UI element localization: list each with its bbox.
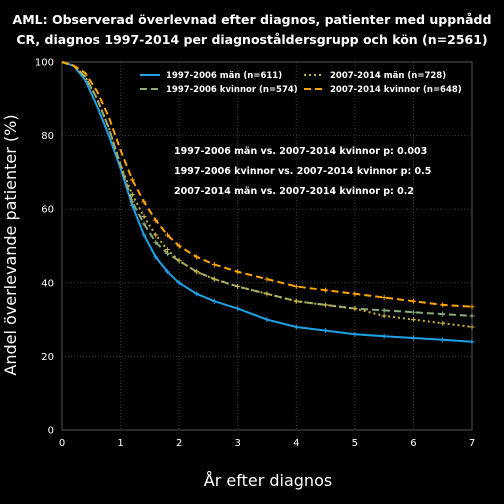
censor-mark: [194, 254, 200, 260]
censor-mark: [381, 333, 387, 339]
censor-mark: [153, 254, 159, 260]
censor-mark: [164, 232, 170, 238]
censor-mark: [323, 328, 329, 334]
censor-mark: [410, 309, 416, 315]
p-value-annotation-2: 1997-2006 kvinnor vs. 2007-2014 kvinnor …: [174, 166, 431, 177]
censor-mark: [469, 313, 475, 319]
censor-mark: [211, 261, 217, 267]
x-tick-label: 2: [176, 438, 182, 449]
censor-mark: [440, 311, 446, 317]
legend-label-1: 1997-2006 män (n=611): [166, 71, 282, 81]
series-layer: [61, 61, 475, 345]
legend-label-4: 2007-2014 kvinnor (n=648): [330, 85, 462, 95]
censor-mark: [469, 324, 475, 330]
y-axis-label: Andel överlevande patienter (%): [1, 114, 20, 375]
censor-mark: [381, 295, 387, 301]
censor-mark: [381, 313, 387, 319]
x-tick-label: 4: [293, 438, 299, 449]
censor-mark: [352, 291, 358, 297]
grid: [61, 61, 473, 431]
censor-mark: [293, 283, 299, 289]
censor-mark: [153, 232, 159, 238]
censor-mark: [440, 320, 446, 326]
censor-mark: [153, 217, 159, 223]
censor-mark: [129, 191, 135, 197]
censor-mark: [264, 291, 270, 297]
series-line-2: [61, 61, 473, 317]
censor-mark: [440, 337, 446, 343]
censor-mark: [141, 221, 147, 227]
p-value-annotation-1: 1997-2006 män vs. 2007-2014 kvinnor p: 0…: [174, 146, 427, 157]
chart-title-line-2: CR, diagnos 1997-2014 per diagnostålders…: [16, 32, 487, 47]
p-value-annotation-3: 2007-2014 män vs. 2007-2014 kvinnor p: 0…: [174, 186, 414, 197]
legend: 1997-2006 män (n=611) 1997-2006 kvinnor (…: [140, 71, 462, 95]
y-tick-label: 80: [41, 131, 54, 142]
y-tick-label: 60: [41, 205, 54, 216]
y-tick-label: 0: [48, 426, 54, 437]
series-line-1: [61, 61, 473, 343]
censor-mark: [293, 324, 299, 330]
chart-title-line-1: AML: Observerad överlevnad efter diagnos…: [13, 12, 492, 27]
x-tick-label: 0: [59, 438, 65, 449]
series-line-4: [61, 61, 473, 308]
censor-mark: [141, 232, 147, 238]
x-tick-label: 3: [235, 438, 241, 449]
legend-label-3: 2007-2014 män (n=728): [330, 71, 446, 81]
y-tick-label: 20: [41, 352, 54, 363]
x-tick-label: 1: [117, 438, 123, 449]
censor-mark: [381, 307, 387, 313]
censor-mark: [129, 199, 135, 205]
censor-mark: [410, 317, 416, 323]
censor-mark: [211, 276, 217, 282]
censor-mark: [176, 258, 182, 264]
x-tick-label: 6: [410, 438, 416, 449]
censor-mark: [235, 306, 241, 312]
censor-mark: [141, 199, 147, 205]
y-tick-label: 100: [35, 58, 54, 69]
y-tick-label: 40: [41, 278, 54, 289]
censor-mark: [129, 177, 135, 183]
censor-mark: [176, 243, 182, 249]
censor-mark: [211, 298, 217, 304]
censor-mark: [293, 298, 299, 304]
annotations: 1997-2006 män vs. 2007-2014 kvinnor p: 0…: [174, 146, 431, 197]
censor-mark: [153, 239, 159, 245]
censor-mark: [176, 280, 182, 286]
censor-mark: [469, 304, 475, 310]
censor-mark: [410, 335, 416, 341]
legend-label-2: 1997-2006 kvinnor (n=574): [166, 85, 298, 95]
tick-layer: 0 1 2 3 4 5 6 7 0 20 40 60 80 100: [35, 58, 475, 450]
censor-mark: [164, 247, 170, 253]
censor-mark: [264, 317, 270, 323]
censor-mark: [264, 276, 270, 282]
x-tick-label: 7: [469, 438, 475, 449]
x-axis-label: År efter diagnos: [204, 471, 332, 490]
plot-frame: [61, 61, 473, 431]
censor-mark: [323, 287, 329, 293]
censor-mark: [323, 302, 329, 308]
x-tick-label: 5: [352, 438, 358, 449]
censor-mark: [194, 291, 200, 297]
censor-mark: [164, 269, 170, 275]
series-line-3: [61, 61, 473, 328]
censor-mark: [235, 283, 241, 289]
censor-mark: [410, 298, 416, 304]
censor-mark: [469, 339, 475, 345]
censor-mark: [352, 331, 358, 337]
censor-mark: [440, 302, 446, 308]
censor-mark: [352, 306, 358, 312]
censor-mark: [235, 269, 241, 275]
censor-mark: [194, 269, 200, 275]
censor-mark: [141, 214, 147, 220]
